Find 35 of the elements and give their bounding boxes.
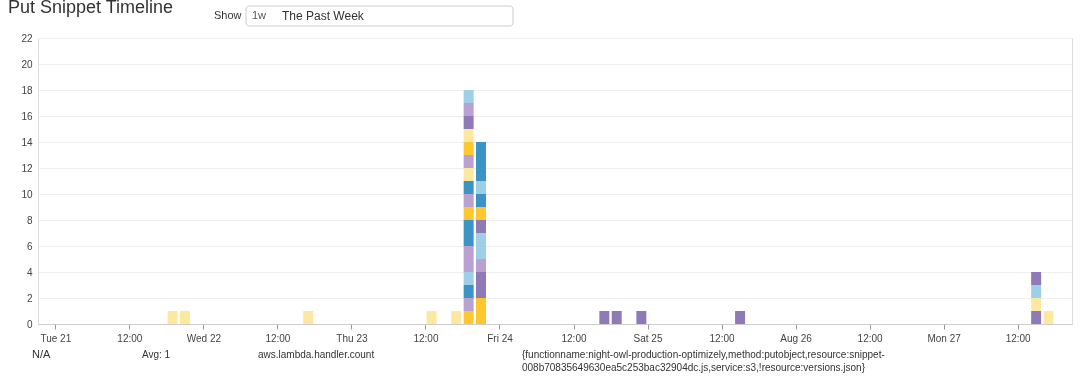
text: N/A — [32, 348, 51, 360]
y-tick-label: 16 — [21, 110, 33, 122]
x-tick-label: 12:00 — [117, 332, 143, 344]
y-tick-label: 14 — [21, 136, 33, 148]
x-tick-label: Wed 22 — [186, 332, 222, 344]
text: Show — [214, 9, 242, 21]
y-tick-label: 10 — [21, 188, 33, 200]
x-tick-label: 12:00 — [265, 332, 291, 344]
x-tick-label: Tue 21 — [40, 332, 72, 344]
x-tick-label: 12:00 — [857, 332, 884, 344]
text: {functionname:night-owl-production-optimizely,method:putobject,resource:snippet- — [522, 349, 885, 360]
x-tick-label: 12:00 — [709, 332, 735, 344]
y-tick-label: 2 — [26, 292, 33, 304]
y-tick-label: 12 — [21, 162, 33, 174]
x-tick-label: Mon 27 — [927, 332, 962, 344]
x-tick-label: 12:00 — [561, 332, 587, 344]
chart-title: Put Snippet Timeline — [8, 0, 174, 17]
y-tick-label: 18 — [21, 84, 33, 96]
x-tick-label: 12:00 — [1005, 332, 1032, 344]
y-tick-label: 0 — [26, 318, 33, 330]
text: 008b70835649630ea5c253bac32904dc.js,service:s3,!resource:versions.json} — [522, 362, 866, 373]
text: The Past Week — [282, 9, 365, 23]
x-tick-label: 12:00 — [413, 332, 439, 344]
y-tick-label: 6 — [26, 240, 33, 252]
y-tick-label: 20 — [21, 58, 33, 70]
y-tick-label: 8 — [26, 214, 33, 226]
x-tick-label: Fri 24 — [487, 332, 514, 344]
x-tick-label: Aug 26 — [780, 332, 813, 344]
text: Avg: 1 — [142, 349, 171, 360]
text: 1w — [252, 9, 267, 21]
x-tick-label: Thu 23 — [336, 332, 368, 344]
text: aws.lambda.handler.count — [258, 349, 375, 360]
x-tick-label: Sat 25 — [633, 332, 663, 344]
y-tick-label: 4 — [26, 266, 33, 278]
y-tick-label: 22 — [21, 32, 33, 44]
